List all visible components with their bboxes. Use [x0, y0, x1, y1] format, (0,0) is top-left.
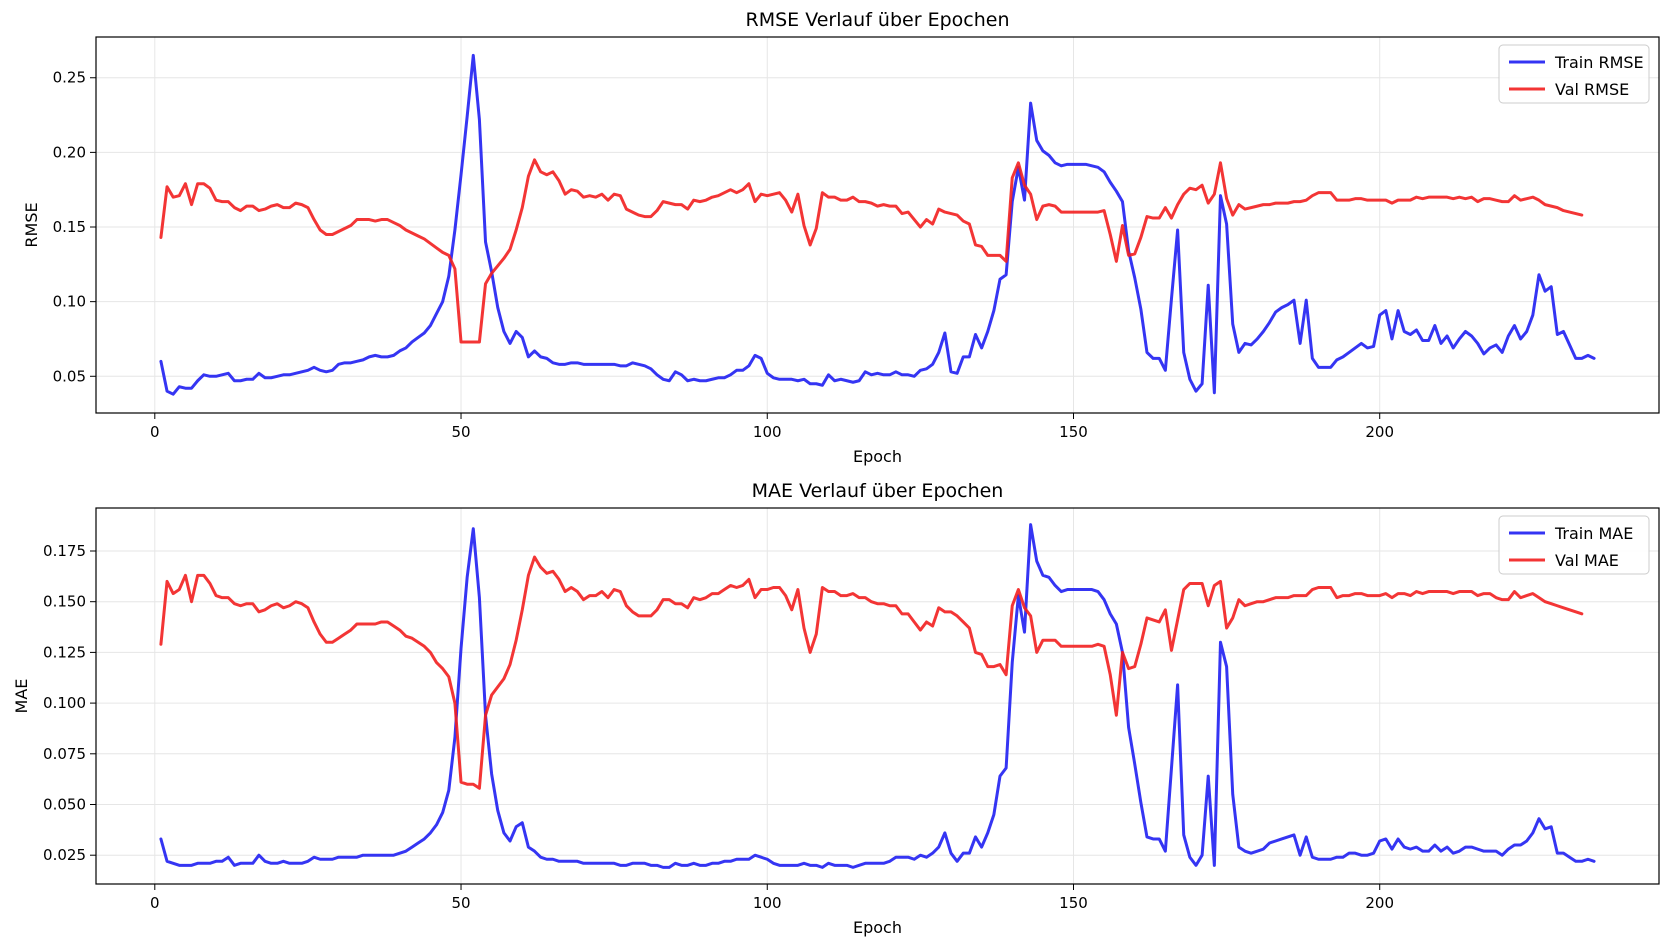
y-tick-label: 0.25: [53, 69, 86, 87]
chart-title: MAE Verlauf über Epochen: [752, 480, 1004, 502]
legend-label-train-rmse: Train RMSE: [1554, 53, 1644, 72]
plot-frame: [95, 36, 1660, 414]
val-rmse-line: [159, 158, 1584, 344]
plot-frame: [95, 507, 1660, 885]
x-tick-label: 50: [451, 423, 470, 441]
x-tick-label: 150: [1059, 894, 1088, 912]
y-tick-label: 0.10: [53, 293, 86, 311]
legend-label-train-mae: Train MAE: [1554, 524, 1633, 543]
x-tick-label: 100: [753, 423, 782, 441]
legend: Train MAE Val MAE: [1498, 515, 1650, 575]
y-tick-label: 0.050: [43, 796, 86, 814]
x-tick-label: 0: [150, 423, 160, 441]
legend-label-val-rmse: Val RMSE: [1555, 80, 1629, 99]
x-tick-label: 200: [1365, 423, 1394, 441]
y-tick-label: 0.05: [53, 367, 86, 385]
y-tick-label: 0.075: [43, 745, 86, 763]
legend: Train RMSE Val RMSE: [1498, 44, 1650, 104]
val-mae-line: [159, 555, 1584, 790]
y-axis-label: MAE: [12, 679, 31, 714]
y-axis-label: RMSE: [22, 202, 41, 247]
legend-label-val-mae: Val MAE: [1555, 551, 1619, 570]
y-tick-label: 0.100: [43, 694, 86, 712]
y-tick-label: 0.175: [43, 542, 86, 560]
chart-title: RMSE Verlauf über Epochen: [746, 9, 1010, 31]
x-tick-label: 150: [1059, 423, 1088, 441]
mae-chart-panel: 0 50 100 150 200 0.025 0.050 0.075 0.100 0.125 0.1…: [12, 480, 1660, 937]
y-tick-label: 0.150: [43, 593, 86, 611]
y-tick-label: 0.20: [53, 143, 86, 161]
x-tick-label: 200: [1365, 894, 1394, 912]
rmse-chart-panel: 0 50 100 150 200 0.05 0.10 0.15 0.20 0.25 RMSE Ver…: [22, 9, 1660, 466]
x-axis-label: Epoch: [853, 918, 902, 937]
train-mae-line: [159, 523, 1596, 869]
y-tick-label: 0.15: [53, 218, 86, 236]
train-rmse-line: [159, 53, 1596, 396]
y-tick-label: 0.025: [43, 846, 86, 864]
y-tick-label: 0.125: [43, 643, 86, 661]
x-tick-label: 50: [451, 894, 470, 912]
x-tick-label: 0: [150, 894, 160, 912]
x-axis-label: Epoch: [853, 447, 902, 466]
x-tick-label: 100: [753, 894, 782, 912]
